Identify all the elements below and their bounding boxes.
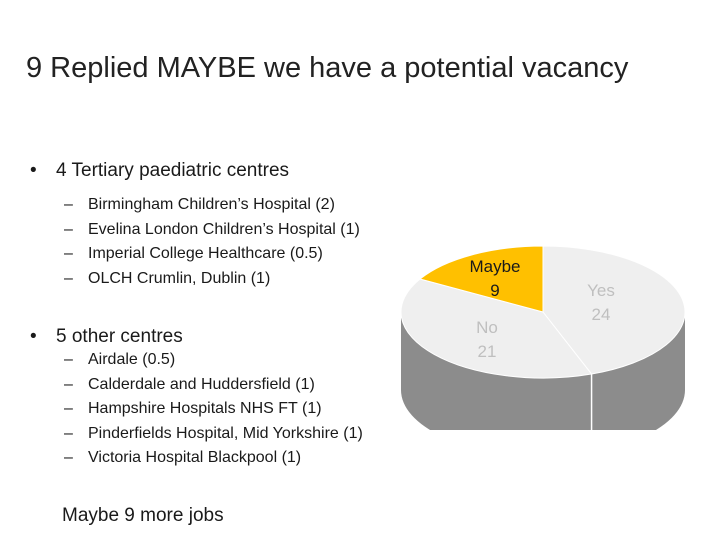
pie-label-maybe-name: Maybe	[469, 257, 520, 276]
pie-label-maybe-value: 9	[490, 281, 499, 300]
pie-slice-no	[400, 278, 593, 379]
pie-label-no-name: No	[476, 318, 498, 337]
dash-icon: –	[64, 351, 73, 368]
list-item-text: Airdale (0.5)	[88, 351, 176, 368]
pie-slice-maybe	[418, 245, 544, 313]
pie-label-yes-value: 24	[592, 305, 611, 324]
list-item-text: Calderdale and Huddersfield (1)	[88, 375, 315, 393]
tertiary-list: – Birmingham Children’s Hospital (2) – Eve…	[64, 193, 360, 291]
tertiary-heading: • 4 Tertiary paediatric centres	[30, 159, 289, 183]
dash-icon: –	[64, 269, 73, 287]
bullet-icon: •	[30, 160, 37, 181]
list-item: – Airdale (0.5)	[64, 348, 363, 373]
pie-side-group	[401, 312, 685, 430]
summary-text: Maybe 9 more jobs	[62, 505, 224, 526]
pie-side-wall	[401, 312, 685, 430]
dash-icon: –	[64, 220, 73, 238]
pie-chart: Yes 24 No 21 Maybe 9	[400, 245, 686, 430]
list-item-text: OLCH Crumlin, Dublin (1)	[88, 269, 271, 287]
dash-icon: –	[64, 245, 73, 262]
other-list: – Airdale (0.5) – Calderdale and Huddersfi…	[64, 348, 363, 471]
list-item: – Hampshire Hospitals NHS FT (1)	[64, 397, 363, 422]
pie-label-no-value: 21	[478, 342, 497, 361]
list-item-text: Pinderfields Hospital, Mid Yorkshire (1)	[88, 424, 363, 442]
list-item: – OLCH Crumlin, Dublin (1)	[64, 267, 360, 292]
dash-icon: –	[64, 424, 73, 442]
pie-slice-yes	[542, 245, 686, 375]
list-item: – Pinderfields Hospital, Mid Yorkshire (1…	[64, 422, 363, 447]
list-item: – Evelina London Children’s Hospital (1)	[64, 218, 360, 243]
other-heading-text: 5 other centres	[56, 326, 183, 347]
pie-label-yes-name: Yes	[587, 281, 615, 300]
pie-labels-group: Yes 24 No 21 Maybe 9	[469, 257, 614, 361]
list-item-text: Imperial College Healthcare (0.5)	[88, 245, 323, 262]
list-item-text: Hampshire Hospitals NHS FT (1)	[88, 400, 322, 417]
dash-icon: –	[64, 196, 73, 213]
list-item-text: Birmingham Children’s Hospital (2)	[88, 196, 335, 213]
list-item: – Birmingham Children’s Hospital (2)	[64, 193, 360, 218]
list-item: – Calderdale and Huddersfield (1)	[64, 373, 363, 398]
dash-icon: –	[64, 449, 73, 466]
tertiary-heading-text: 4 Tertiary paediatric centres	[56, 160, 290, 181]
list-item: – Victoria Hospital Blackpool (1)	[64, 446, 363, 471]
other-heading: • 5 other centres	[30, 325, 183, 349]
list-item: – Imperial College Healthcare (0.5)	[64, 242, 360, 267]
slide-title: 9 Replied MAYBE we have a potential vaca…	[26, 52, 629, 84]
list-item-text: Victoria Hospital Blackpool (1)	[88, 449, 302, 466]
dash-icon: –	[64, 400, 73, 417]
list-item-text: Evelina London Children’s Hospital (1)	[88, 220, 360, 238]
bullet-icon: •	[30, 326, 37, 347]
pie-top-group	[400, 245, 686, 379]
dash-icon: –	[64, 375, 73, 393]
